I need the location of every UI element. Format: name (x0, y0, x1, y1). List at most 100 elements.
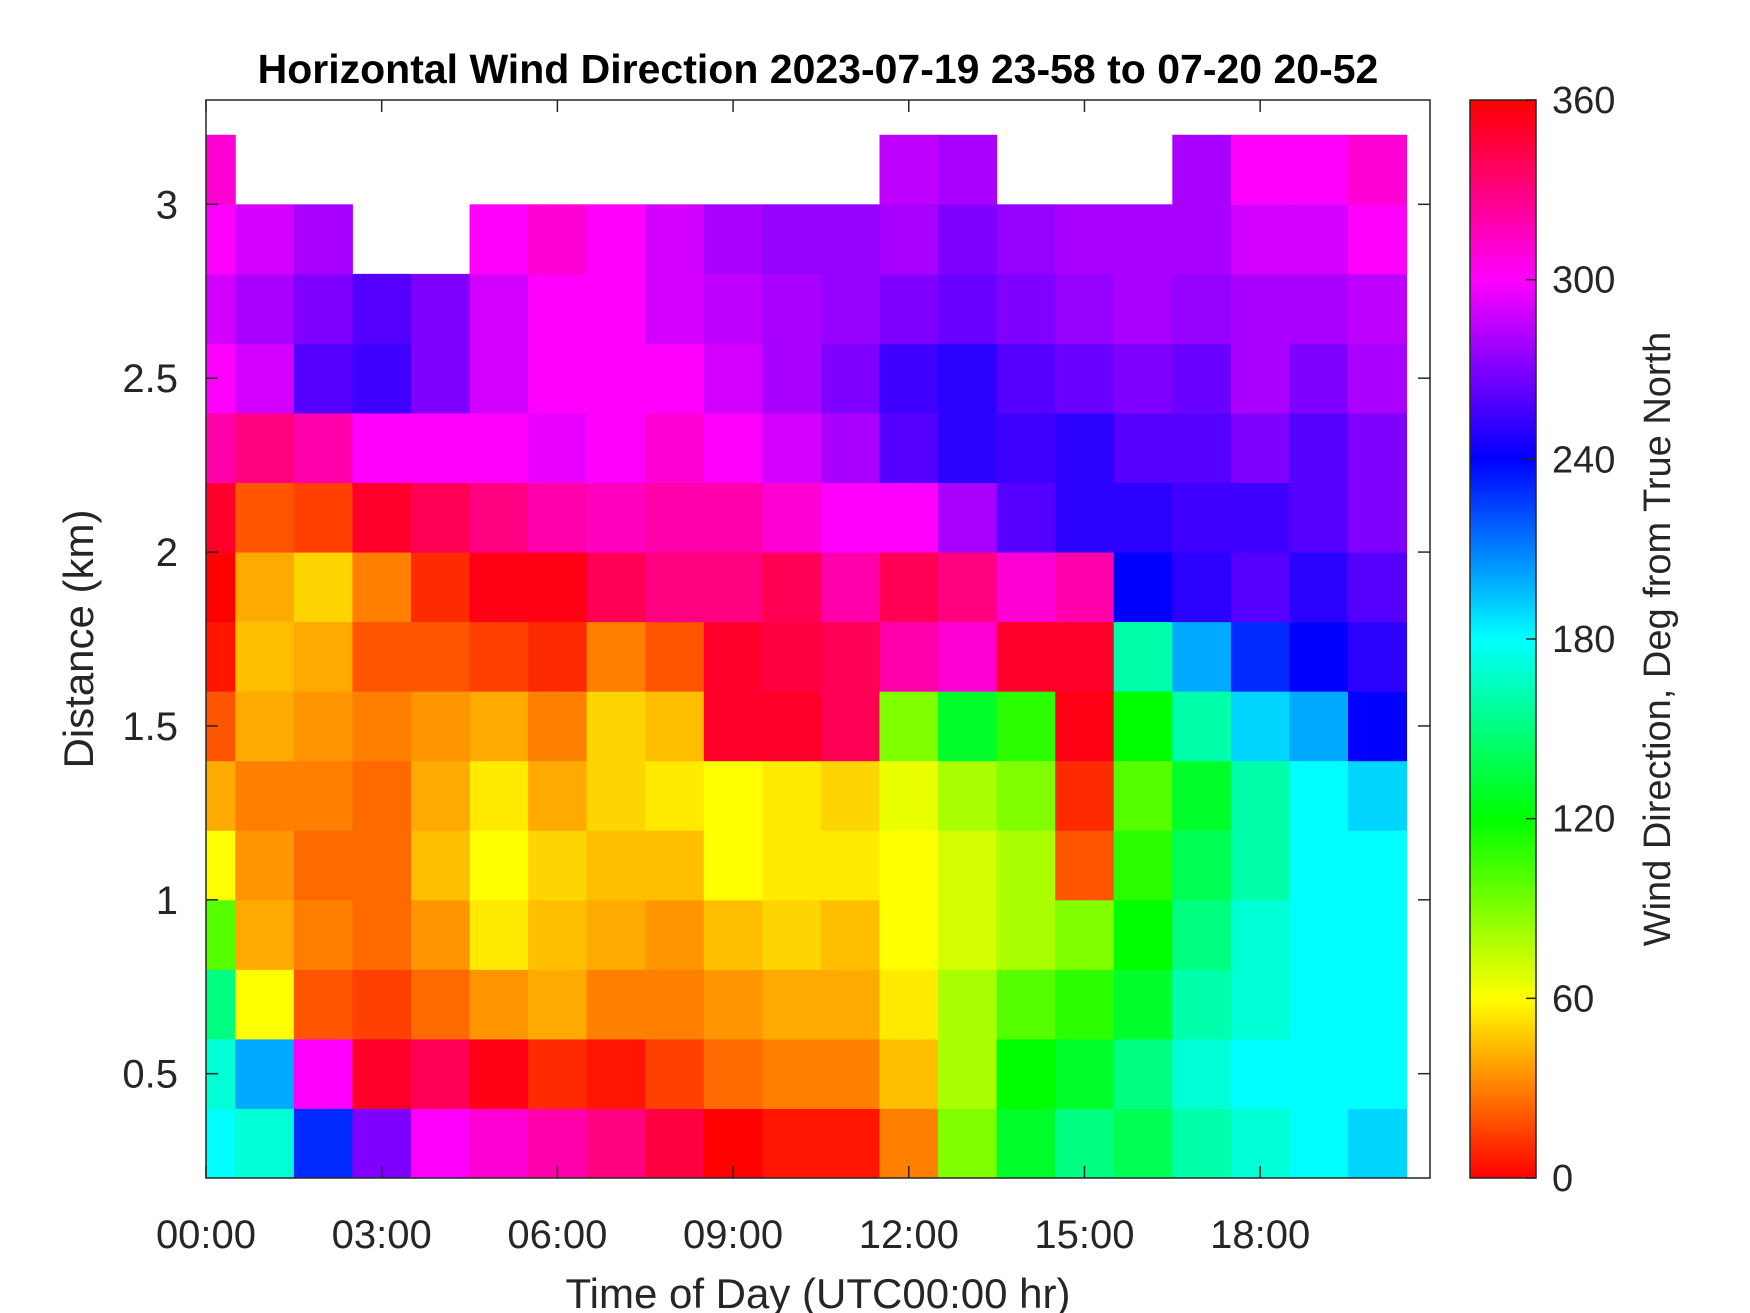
heatmap-cell (762, 760, 822, 831)
heatmap-cell (703, 899, 763, 970)
heatmap-cell (645, 552, 705, 623)
heatmap-cell (879, 760, 939, 831)
heatmap-cell (879, 552, 939, 623)
heatmap-cell (469, 969, 529, 1040)
heatmap-cell (1230, 482, 1290, 553)
heatmap-cell (762, 1038, 822, 1109)
heatmap-cell (820, 691, 880, 762)
heatmap-cell (1172, 830, 1232, 901)
heatmap-cell (645, 482, 705, 553)
heatmap-cell (469, 1108, 529, 1178)
heatmap-cell (1172, 552, 1232, 623)
colorbar-tick-label: 0 (1552, 1158, 1573, 1200)
heatmap-cell (938, 482, 998, 553)
heatmap-cell (820, 899, 880, 970)
heatmap-cell (235, 1108, 295, 1178)
heatmap-cell (352, 760, 412, 831)
colorbar (1469, 99, 1537, 1179)
heatmap-cell (1348, 482, 1408, 553)
heatmap-cell (703, 1038, 763, 1109)
heatmap-cell (1289, 1108, 1349, 1178)
heatmap-cell (879, 830, 939, 901)
heatmap-cell (820, 552, 880, 623)
colorbar-tick-label: 240 (1552, 439, 1615, 481)
heatmap-cell (820, 204, 880, 275)
x-axis-ticks: 00:00 03:00 06:00 09:00 12:00 15:00 18:00 (156, 100, 1310, 1257)
heatmap-cell (1113, 760, 1173, 831)
heatmap-cell (762, 691, 822, 762)
heatmap-cell (938, 273, 998, 344)
heatmap-cell (1230, 412, 1290, 484)
heatmap-cell (235, 412, 295, 484)
heatmap-cell (206, 760, 236, 831)
heatmap-cell (206, 273, 236, 344)
heatmap-cell (996, 621, 1056, 692)
heatmap-cell (410, 621, 471, 692)
heatmap-cell (703, 830, 763, 901)
heatmap-cells (206, 134, 1408, 1178)
x-tick-label: 06:00 (507, 1213, 607, 1257)
y-tick-label: 2 (156, 531, 178, 575)
heatmap-cell (293, 899, 353, 970)
heatmap-cell (235, 343, 295, 414)
heatmap-cell (352, 412, 412, 484)
heatmap-cell (1348, 760, 1408, 831)
heatmap-cell (938, 621, 998, 692)
heatmap-cell (1172, 1038, 1232, 1109)
heatmap-cell (703, 691, 763, 762)
heatmap-cell (879, 482, 939, 553)
heatmap-cell (1172, 204, 1232, 275)
heatmap-cell (703, 482, 763, 553)
heatmap-cell (469, 899, 529, 970)
heatmap-cell (645, 273, 705, 344)
heatmap-cell (645, 1038, 705, 1109)
heatmap-cell (938, 691, 998, 762)
heatmap-cell (879, 899, 939, 970)
heatmap-cell (879, 204, 939, 275)
heatmap-cell (938, 343, 998, 414)
heatmap-cell (1055, 552, 1115, 623)
heatmap-cell (586, 273, 646, 344)
heatmap-cell (762, 273, 822, 344)
heatmap-cell (586, 482, 646, 553)
heatmap-cell (879, 621, 939, 692)
heatmap-cell (206, 969, 236, 1040)
heatmap-cell (1113, 969, 1173, 1040)
heatmap-cell (1289, 760, 1349, 831)
heatmap-cell (1055, 969, 1115, 1040)
heatmap-cell (528, 969, 588, 1040)
heatmap-cell (645, 343, 705, 414)
heatmap-cell (293, 760, 353, 831)
heatmap-cell (820, 830, 880, 901)
heatmap-cell (762, 830, 822, 901)
heatmap-cell (206, 899, 236, 970)
heatmap-cell (235, 899, 295, 970)
heatmap-cell (996, 482, 1056, 553)
y-tick-label: 2.5 (122, 357, 178, 401)
heatmap-cell (1289, 552, 1349, 623)
heatmap-cell (1348, 1108, 1408, 1178)
heatmap-cell (1172, 343, 1232, 414)
x-tick-label: 00:00 (156, 1213, 256, 1257)
heatmap-cell (996, 552, 1056, 623)
heatmap-cell (528, 621, 588, 692)
heatmap-cell (996, 969, 1056, 1040)
heatmap-cell (206, 204, 236, 275)
heatmap-cell (1348, 412, 1408, 484)
heatmap-cell (1172, 899, 1232, 970)
x-tick-label: 12:00 (859, 1213, 959, 1257)
heatmap-cell (469, 1038, 529, 1109)
heatmap-cell (293, 204, 353, 275)
heatmap-cell (762, 621, 822, 692)
heatmap-cell (645, 760, 705, 831)
heatmap-cell (1230, 621, 1290, 692)
heatmap-cell (235, 482, 295, 553)
heatmap-cell (1348, 899, 1408, 970)
heatmap-cell (1055, 899, 1115, 970)
heatmap-cell (1172, 621, 1232, 692)
heatmap-cell (1230, 969, 1290, 1040)
heatmap-cell (1230, 343, 1290, 414)
heatmap-cell (762, 204, 822, 275)
colorbar-tick-label: 60 (1552, 978, 1594, 1020)
heatmap-cell (645, 969, 705, 1040)
